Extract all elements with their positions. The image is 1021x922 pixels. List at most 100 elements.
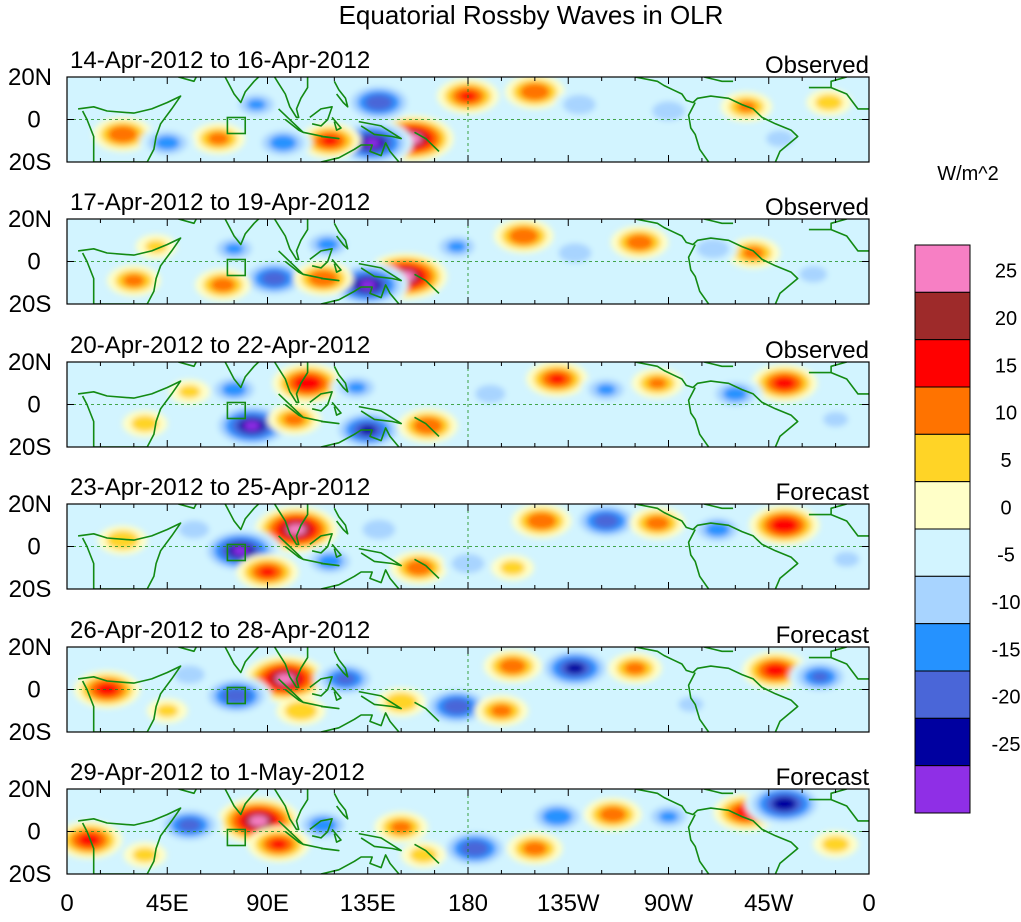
anomaly-contour: [284, 701, 318, 721]
lat-tick-label: 0: [27, 107, 40, 134]
anomaly-field: [74, 647, 851, 727]
panel-status: Observed: [765, 194, 869, 221]
anomaly-contour: [309, 817, 337, 834]
colorbar-label: 0: [1000, 497, 1011, 519]
anomaly-contour: [815, 94, 843, 111]
coastline: [216, 504, 260, 531]
coastline: [703, 219, 734, 225]
coastline: [320, 854, 400, 874]
colorbar-swatch: [914, 433, 971, 483]
coastline: [358, 690, 402, 710]
anomaly-contour: [156, 703, 179, 718]
anomaly-contour: [178, 384, 201, 399]
colorbar-swatch: [914, 765, 971, 814]
coastline: [216, 362, 260, 389]
coastline: [808, 86, 869, 110]
anomaly-contour: [508, 227, 539, 245]
panel-status: Forecast: [776, 622, 870, 649]
panel-status: Forecast: [776, 764, 870, 791]
panel-status: Observed: [765, 52, 869, 79]
anomaly-contour: [596, 383, 616, 396]
anomaly-contour: [283, 412, 306, 426]
anomaly-contour: [447, 240, 467, 253]
panel-date-range: 29-Apr-2012 to 1-May-2012: [70, 759, 365, 786]
panel-2: 20N 0 20S 17-Apr-2012 to 19-Apr-2012 Observe…: [8, 189, 870, 318]
anomaly-contour: [834, 551, 860, 567]
coastline: [358, 405, 402, 425]
coastline: [77, 522, 182, 589]
coastline: [333, 650, 349, 678]
anomaly-contour: [390, 820, 413, 834]
coastline: [331, 686, 342, 701]
anomaly-contour: [766, 130, 794, 147]
anomaly-contour: [243, 421, 260, 431]
panel-1: 20N 0 20S 14-Apr-2012 to 16-Apr-2012 Observe…: [8, 47, 870, 176]
colorbar-swatch: [914, 623, 971, 672]
anomaly-contour: [490, 704, 513, 718]
x-axis: 0 45E 90E 135E 180 135W 90W 45W 0: [60, 890, 875, 917]
colorbar-label: 25: [995, 261, 1017, 283]
anomaly-contour: [122, 274, 145, 288]
anomaly-contour: [287, 524, 306, 535]
coastline: [216, 219, 260, 246]
anomaly-contour: [696, 239, 730, 259]
lon-tick-label: 135W: [537, 890, 600, 917]
lon-tick-label: 45E: [146, 890, 189, 917]
coastline: [333, 792, 349, 820]
colorbar-swatch: [914, 575, 971, 625]
coastlines: [77, 219, 869, 304]
anomaly-contour: [364, 94, 393, 111]
anomaly-contour: [599, 806, 627, 823]
coastline: [302, 701, 340, 710]
colorbar-swatch: [914, 339, 971, 388]
panel-date-range: 23-Apr-2012 to 25-Apr-2012: [70, 474, 370, 501]
coastline: [309, 676, 333, 697]
coastline: [216, 77, 260, 104]
colorbar-swatch: [914, 670, 971, 719]
lat-tick-label: 20N: [8, 491, 52, 518]
anomaly-contour: [548, 373, 566, 385]
coastline: [358, 120, 402, 140]
lat-tick-label: 20S: [9, 149, 52, 176]
coastline: [320, 284, 400, 304]
anomaly-contour: [451, 553, 485, 574]
lon-tick-label: 135E: [340, 890, 396, 917]
coastline: [634, 789, 799, 874]
colorbar-swatch: [914, 244, 971, 293]
anomaly-contour: [132, 847, 158, 863]
anomaly-contour: [624, 661, 647, 675]
anomaly-contour: [811, 671, 829, 682]
colorbar-swatch: [914, 528, 971, 577]
coastline: [830, 647, 847, 658]
anomaly-field: [122, 362, 858, 447]
anomaly-contour: [562, 94, 596, 115]
anomaly-contour: [772, 376, 796, 390]
panel-status: Forecast: [776, 479, 870, 506]
coastline: [687, 814, 710, 874]
coastline: [333, 507, 349, 535]
anomaly-contour: [593, 513, 619, 529]
lon-tick-label: 90W: [644, 890, 694, 917]
lat-tick-label: 0: [27, 819, 40, 846]
panel-6: 20N 0 20S 29-Apr-2012 to 1-May-2012 Forecast: [8, 759, 870, 888]
anomaly-contour: [821, 835, 850, 853]
lon-tick-label: 180: [448, 890, 488, 917]
coastline: [703, 504, 734, 510]
anomaly-contour: [522, 841, 548, 856]
anomaly-contour: [799, 265, 828, 283]
coastlines: [77, 504, 869, 589]
anomaly-contour: [346, 381, 367, 394]
anomaly-contour: [154, 135, 180, 151]
coastline: [808, 513, 869, 537]
colorbar-label: -15: [992, 639, 1021, 661]
coastline: [331, 116, 342, 131]
colorbar-swatch: [914, 291, 971, 341]
coastline: [331, 543, 342, 558]
lat-tick-label: 0: [27, 534, 40, 561]
anomaly-contour: [460, 840, 489, 857]
anomaly-contour: [174, 665, 205, 684]
coastlines: [77, 789, 869, 874]
coastline: [414, 701, 440, 722]
index-region-box: [226, 828, 247, 847]
